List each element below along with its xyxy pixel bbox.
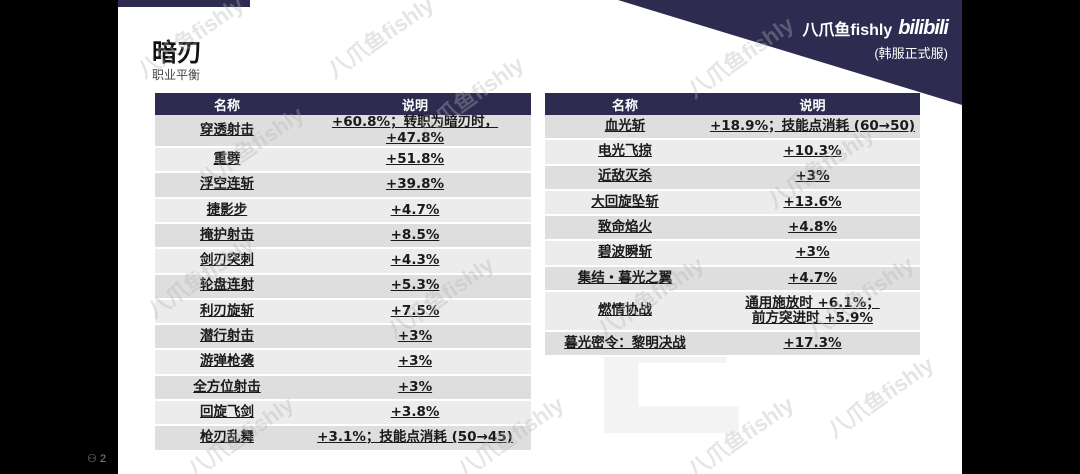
skill-name-cell: 浮空连斩 [155, 172, 299, 199]
table-row: 全方位射击 +3% [155, 374, 531, 402]
skill-desc-cell: +3% [705, 164, 920, 191]
bilibili-logo: bilibili [898, 16, 949, 39]
table-row: 暮光密令：黎明决战 +17.3% [545, 331, 920, 358]
skill-desc-cell: +17.3% [705, 331, 920, 358]
top-accent-bar [118, 0, 250, 7]
skill-desc-cell: +4.8% [705, 215, 920, 242]
page-title: 暗刃 [152, 38, 203, 67]
skill-name-cell: 致命焰火 [545, 215, 705, 242]
watermark-text: 八爪鱼fishly [822, 351, 939, 443]
skill-table-right: 名称 说明 血光斩 +18.9%；技能点消耗 (60→50) 电光飞掠 +10.3% 近… [545, 93, 920, 358]
skill-name-cell: 游弹枪袭 [155, 349, 299, 376]
skill-name-cell: 电光飞掠 [545, 139, 705, 166]
table-row: 游弹枪袭 +3% [155, 349, 531, 376]
skill-name-cell: 潜行射击 [155, 324, 299, 351]
table-row: 集结・暮光之翼 +4.7% [545, 265, 920, 293]
table-row: 致命焰火 +4.8% [545, 215, 920, 242]
column-header-name: 名称 [545, 93, 705, 115]
skill-desc-cell: +4.7% [705, 265, 920, 293]
skill-desc-cell: +3% [299, 324, 531, 351]
skill-desc-cell: +3% [299, 349, 531, 376]
skill-name-cell: 血光斩 [545, 115, 705, 141]
page-subtitle: 职业平衡 [152, 68, 201, 82]
skill-name-cell: 回旋飞剑 [155, 400, 299, 427]
column-header-name: 名称 [155, 93, 299, 115]
table-row: 浮空连斩 +39.8% [155, 172, 531, 199]
table-row: 血光斩 +18.9%；技能点消耗 (60→50) [545, 115, 920, 141]
skill-desc-cell: 通用施放时 +6.1%； 前方突进时 +5.9% [705, 291, 920, 333]
skill-desc-cell: +8.5% [299, 222, 531, 250]
skill-desc-cell: +7.5% [299, 298, 531, 326]
table-row: 潜行射击 +3% [155, 324, 531, 351]
skill-name-cell: 近敌灭杀 [545, 164, 705, 191]
skill-desc-cell: +4.3% [299, 248, 531, 275]
skill-desc-cell: +3% [299, 374, 531, 402]
skill-name-cell: 穿透射击 [155, 115, 299, 149]
skill-name-cell: 重劈 [155, 147, 299, 174]
skill-desc-cell: +3.8% [299, 400, 531, 427]
skill-desc-cell: +3.1%；技能点消耗 (50→45) [299, 425, 531, 452]
slide: D E 八爪鱼fishly bilibili (韩服正式服) 暗刃 职业平衡 名… [118, 0, 962, 474]
skill-desc-line: 前方突进时 +5.9% [752, 310, 873, 327]
brand-subtitle: (韩服正式服) [874, 46, 948, 61]
table-row: 掩护射击 +8.5% [155, 222, 531, 250]
table-row: 利刃旋斩 +7.5% [155, 298, 531, 326]
table-row: 捷影步 +4.7% [155, 197, 531, 224]
skill-desc-cell: +10.3% [705, 139, 920, 166]
page-indicator: ⚇ 2 [87, 452, 106, 465]
skill-name-cell: 掩护射击 [155, 222, 299, 250]
skill-name-cell: 利刃旋斩 [155, 298, 299, 326]
table-row: 轮盘连射 +5.3% [155, 273, 531, 300]
skill-name-cell: 轮盘连射 [155, 273, 299, 300]
skill-desc-cell: +39.8% [299, 172, 531, 199]
skill-desc-line: 通用施放时 +6.1%； [745, 294, 880, 311]
column-header-desc: 说明 [299, 93, 531, 115]
table-row: 回旋飞剑 +3.8% [155, 400, 531, 427]
skill-name-cell: 燃情协战 [545, 291, 705, 333]
brand-block: 八爪鱼fishly bilibili (韩服正式服) [802, 16, 949, 62]
skill-desc-cell: +5.3% [299, 273, 531, 300]
skill-name-cell: 剑刃突刺 [155, 248, 299, 275]
skill-table-left: 名称 说明 穿透射击 +60.8%；转职为暗刃时，+47.8% 重劈 +51.8% 浮空… [155, 93, 531, 452]
skill-name-cell: 全方位射击 [155, 374, 299, 402]
brand-line: 八爪鱼fishly bilibili [802, 16, 949, 40]
user-icon: ⚇ [87, 453, 97, 465]
skill-name-cell: 大回旋坠斩 [545, 189, 705, 217]
table-row: 电光飞掠 +10.3% [545, 139, 920, 166]
skill-name-cell: 暮光密令：黎明决战 [545, 331, 705, 358]
skill-desc-cell: +13.6% [705, 189, 920, 217]
skill-desc-cell: +60.8%；转职为暗刃时，+47.8% [299, 114, 531, 149]
skill-desc-cell: +4.7% [299, 197, 531, 224]
skill-name-cell: 捷影步 [155, 197, 299, 224]
table-header-row: 名称 说明 [155, 93, 531, 115]
table-row: 碧波瞬斩 +3% [545, 240, 920, 267]
table-header-row: 名称 说明 [545, 93, 920, 115]
table-row: 穿透射击 +60.8%；转职为暗刃时，+47.8% [155, 114, 531, 149]
table-row: 大回旋坠斩 +13.6% [545, 189, 920, 217]
skill-name-cell: 集结・暮光之翼 [545, 265, 705, 293]
skill-desc-cell: +18.9%；技能点消耗 (60→50) [705, 115, 920, 141]
page-indicator-label: 2 [99, 453, 107, 465]
skill-desc-cell: +3% [705, 240, 920, 267]
column-header-desc: 说明 [705, 93, 920, 115]
table-row: 重劈 +51.8% [155, 147, 531, 174]
skill-desc-cell: +51.8% [299, 147, 531, 174]
table-row: 枪刃乱舞 +3.1%；技能点消耗 (50→45) [155, 425, 531, 452]
brand-name: 八爪鱼fishly [802, 22, 893, 39]
table-row: 剑刃突刺 +4.3% [155, 248, 531, 275]
skill-name-cell: 枪刃乱舞 [155, 425, 299, 452]
table-row: 近敌灭杀 +3% [545, 164, 920, 191]
skill-name-cell: 碧波瞬斩 [545, 240, 705, 267]
table-row: 燃情协战 通用施放时 +6.1%； 前方突进时 +5.9% [545, 291, 920, 333]
